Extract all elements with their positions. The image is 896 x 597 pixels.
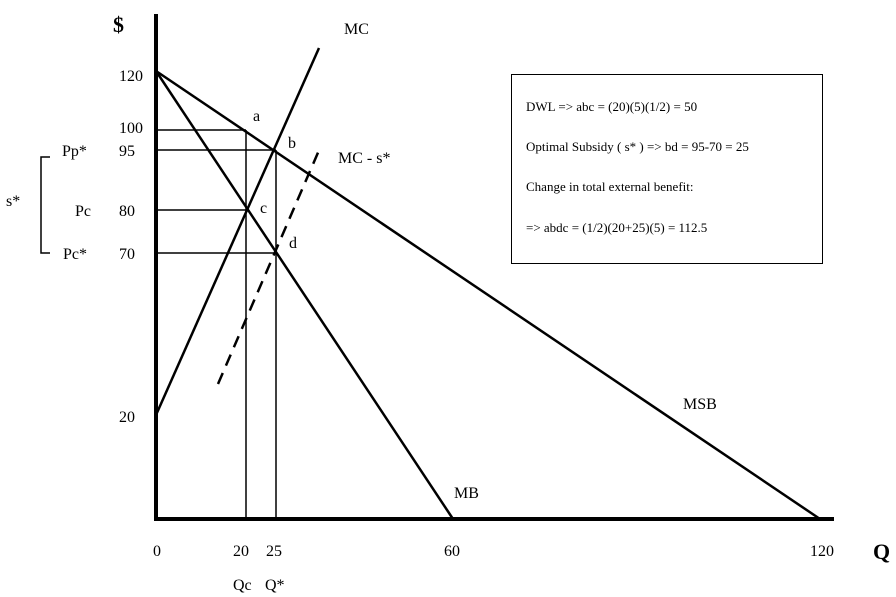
external-benefit-heading: Change in total external benefit: — [526, 179, 694, 194]
qc-label: Qc — [233, 577, 252, 594]
point-a-label: a — [253, 108, 261, 125]
y-tick-20: 20 — [119, 409, 135, 426]
point-d-label: d — [289, 235, 297, 252]
y-tick-95: 95 — [119, 143, 135, 160]
msb-curve — [155, 69, 821, 521]
y-axis-title: $ — [113, 12, 124, 37]
y-tick-70: 70 — [119, 246, 135, 263]
mc-minus-s-label: MC - s* — [338, 150, 391, 167]
x-tick-25: 25 — [266, 543, 282, 560]
external-benefit-note: => abdc = (1/2)(20+25)(5) = 112.5 — [526, 220, 708, 235]
dwl-note: DWL => abc = (20)(5)(1/2) = 50 — [526, 99, 698, 114]
optimal-subsidy-note: Optimal Subsidy ( s* ) => bd = 95-70 = 2… — [526, 139, 749, 154]
mc-curve — [154, 47, 321, 416]
x-tick-60: 60 — [444, 543, 460, 560]
mc-minus-subsidy-curve — [216, 147, 322, 385]
point-c-label: c — [260, 200, 268, 217]
msb-label: MSB — [683, 396, 717, 413]
mb-label: MB — [454, 485, 479, 502]
x-tick-0: 0 — [153, 543, 161, 560]
calculation-box: DWL => abc = (20)(5)(1/2) = 50 Optimal S… — [511, 74, 823, 264]
mb-curve — [154, 70, 455, 520]
subsidy-bracket — [40, 156, 50, 254]
pc-star-label: Pc* — [63, 246, 87, 263]
s-star-label: s* — [6, 193, 21, 210]
x-tick-120: 120 — [810, 543, 834, 560]
y-tick-80: 80 — [119, 203, 135, 220]
pc-label: Pc — [75, 203, 91, 220]
mc-label: MC — [344, 21, 369, 38]
x-tick-20: 20 — [233, 543, 249, 560]
y-tick-120: 120 — [119, 68, 143, 85]
y-tick-100: 100 — [119, 120, 143, 137]
point-b-label: b — [288, 135, 296, 152]
x-axis-title: Q — [873, 539, 891, 564]
pp-star-label: Pp* — [62, 143, 87, 160]
q-star-label: Q* — [265, 577, 285, 594]
